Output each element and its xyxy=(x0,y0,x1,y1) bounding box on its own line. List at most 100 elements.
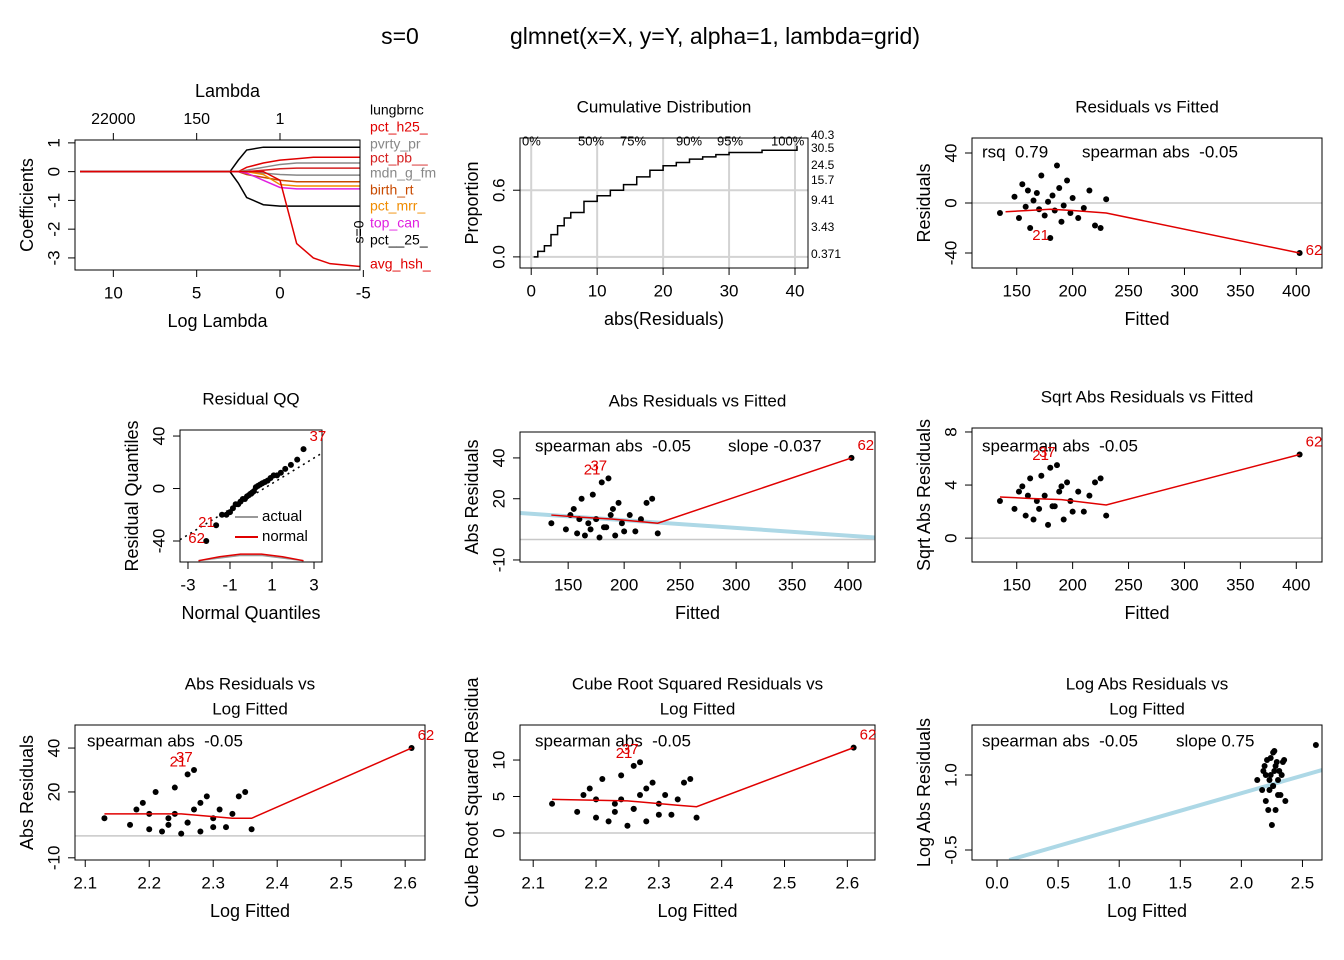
y-axis-label: Abs Residuals xyxy=(462,439,482,554)
point xyxy=(611,808,618,815)
x-tick-label: 2.4 xyxy=(710,873,734,892)
point xyxy=(1267,755,1274,761)
panel-title: Log Abs Residuals vs xyxy=(1066,674,1229,693)
point xyxy=(1097,225,1104,231)
plot-area xyxy=(1008,742,1322,860)
x-tick-label: 2.3 xyxy=(201,873,225,892)
x-axis-label: Log Fitted xyxy=(657,901,737,921)
plot-area xyxy=(520,138,808,268)
point xyxy=(693,814,700,821)
point xyxy=(1086,187,1093,194)
point xyxy=(127,821,134,828)
top-label: 75% xyxy=(620,133,646,148)
point xyxy=(630,762,637,769)
x-tick-label: 300 xyxy=(1170,575,1198,594)
point xyxy=(637,759,644,766)
plot-box xyxy=(971,137,1323,269)
x-tick-label: 150 xyxy=(1003,575,1031,594)
x-axis-label: Fitted xyxy=(1124,309,1169,329)
y-tick-label: 5 xyxy=(489,792,508,801)
point xyxy=(1060,516,1067,523)
legend-label: actual xyxy=(262,508,302,525)
y-tick-label: -1 xyxy=(44,193,63,208)
panel-title: Residual QQ xyxy=(202,389,299,408)
plot-box xyxy=(519,137,809,269)
x-tick-label: 2.5 xyxy=(329,873,353,892)
point xyxy=(593,796,600,803)
x-tick-label: 2.0 xyxy=(1230,873,1254,892)
y-tick-label: 0.6 xyxy=(489,178,508,202)
point xyxy=(598,479,605,486)
point xyxy=(1278,772,1285,778)
x-tick-label: 150 xyxy=(554,575,582,594)
point xyxy=(643,818,650,825)
point xyxy=(585,520,592,527)
point-label: 21 xyxy=(1032,227,1049,244)
legend-label: pct_h25_ xyxy=(370,119,428,135)
panel-title: Log Fitted xyxy=(1109,699,1185,718)
plot-box xyxy=(74,724,426,861)
plot-box xyxy=(179,429,323,563)
point xyxy=(1259,787,1266,793)
point xyxy=(549,800,556,807)
x-tick-label: 2.6 xyxy=(836,873,860,892)
point xyxy=(1015,488,1022,495)
right-label: 24.5 xyxy=(811,158,835,172)
y-tick-label: 40 xyxy=(149,427,168,446)
panel-title: Abs Residuals vs xyxy=(185,674,315,693)
x-tick-label: 40 xyxy=(786,281,805,300)
plot-box xyxy=(74,139,361,271)
point xyxy=(668,811,675,818)
point xyxy=(203,793,210,800)
top-label: 100% xyxy=(771,133,805,148)
y-tick-label: 10 xyxy=(489,751,508,770)
point xyxy=(242,788,249,795)
point xyxy=(607,512,614,519)
point xyxy=(1282,798,1289,804)
annotation: spearman abs -0.05 xyxy=(535,436,691,455)
x-tick-label: 10 xyxy=(104,283,123,302)
point xyxy=(1019,181,1026,188)
annotation: rsq 0.79 xyxy=(982,142,1048,161)
point xyxy=(1262,798,1269,804)
point xyxy=(171,784,178,791)
point xyxy=(643,499,650,506)
series-line xyxy=(1008,768,1322,860)
x-tick-label: 350 xyxy=(1226,281,1254,300)
point xyxy=(1273,759,1280,765)
point xyxy=(1268,822,1275,828)
point xyxy=(615,499,622,506)
x-tick-label: 2.3 xyxy=(647,873,671,892)
x-tick-label: 2.1 xyxy=(73,873,97,892)
x-tick-label: 20 xyxy=(654,281,673,300)
panel-title: Log Fitted xyxy=(660,699,736,718)
x-tick-label: 300 xyxy=(722,575,750,594)
annotation: spearman abs -0.05 xyxy=(535,731,691,750)
legend-label: normal xyxy=(262,528,308,545)
series-line xyxy=(80,170,360,207)
x-axis-label: Log Lambda xyxy=(167,311,268,331)
point xyxy=(1064,479,1071,486)
x-tick-label: 250 xyxy=(1114,575,1142,594)
point xyxy=(674,796,681,803)
point xyxy=(603,524,610,531)
x-tick-label: 0.0 xyxy=(985,873,1009,892)
point xyxy=(574,530,581,537)
point xyxy=(203,538,210,545)
panel-title: Sqrt Abs Residuals vs Fitted xyxy=(1041,387,1254,406)
point xyxy=(248,826,255,833)
legend-label: avg_hsh_ xyxy=(370,256,431,272)
point xyxy=(649,495,656,502)
x-tick-label: 250 xyxy=(666,575,694,594)
y-axis-label: Log Abs Residuals xyxy=(914,718,934,867)
point xyxy=(1080,508,1087,515)
point xyxy=(680,779,687,786)
point xyxy=(1045,521,1052,528)
x-tick-label: 2.1 xyxy=(521,873,545,892)
x-tick-label: 2.5 xyxy=(1291,873,1315,892)
point xyxy=(1266,787,1273,793)
point xyxy=(1030,197,1037,204)
x-tick-label: -3 xyxy=(180,575,195,594)
point xyxy=(1064,177,1071,184)
x-tick-label: 350 xyxy=(1226,575,1254,594)
